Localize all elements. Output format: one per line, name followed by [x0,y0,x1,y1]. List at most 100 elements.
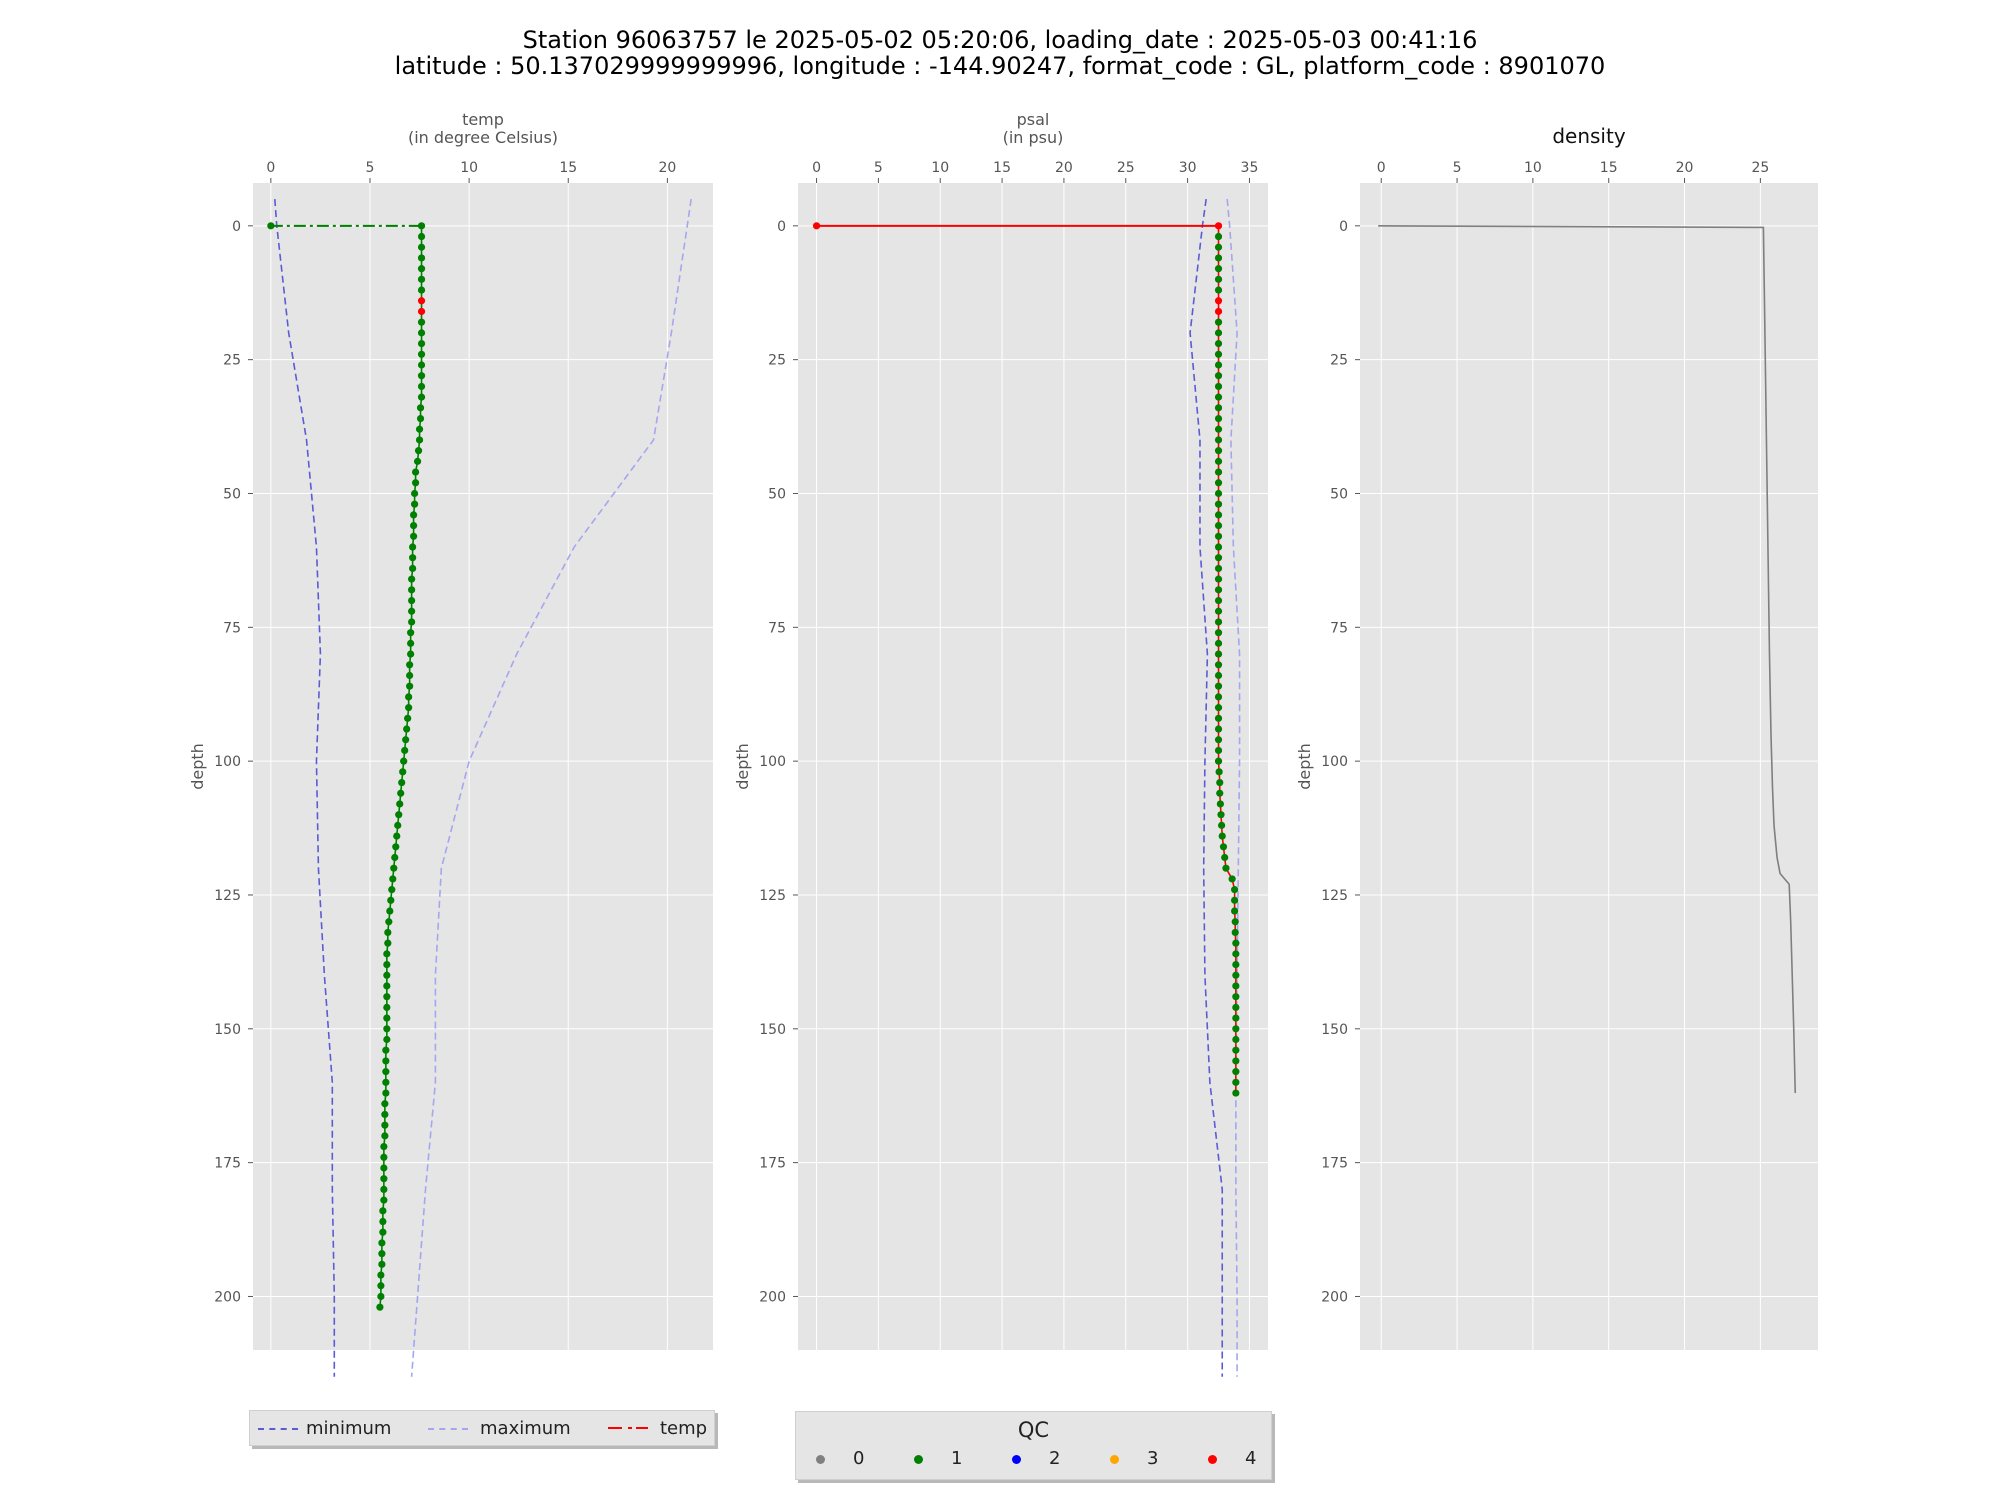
temp-point [384,928,392,937]
plot-area [1360,183,1818,1350]
temp-point [381,1110,389,1119]
panel-title-line: (in psu) [1003,128,1064,147]
x-tick-label: 5 [874,160,883,176]
temp-point [417,372,426,380]
x-tick-label: 30 [1179,160,1197,176]
temp-point [417,254,426,262]
legend-minimum-swatch [258,1428,298,1430]
temp-point [394,821,402,829]
temp-point [386,907,394,915]
psal-point [1214,393,1223,401]
psal-point [1232,1035,1240,1044]
psal-point [1221,853,1229,862]
psal-point [1232,950,1240,958]
psal-point [1214,554,1223,562]
legend-maximum-label: maximum [480,1418,571,1439]
x-tick-label: 10 [931,160,949,176]
x-tick-label: 15 [993,160,1011,176]
temp-point [392,843,400,851]
temp-point [406,682,414,690]
psal-point [1214,500,1223,508]
temp-point [383,993,391,1001]
psal-point [1214,382,1223,391]
temp-point [417,275,426,283]
x-tick-label: 15 [1600,160,1618,176]
psal-point [1214,265,1223,273]
temp-point [382,1068,390,1076]
temp-point [415,436,424,444]
psal-point [1214,671,1223,680]
temp-point [378,1250,386,1258]
x-tick-label: 0 [1377,160,1386,176]
temp-point [385,918,393,926]
temp-point [400,757,408,765]
y-tick-label: 175 [759,1156,786,1172]
temp-point [411,479,420,487]
panel-title-line: temp [462,110,504,129]
y-tick-label: 25 [223,353,241,369]
temp-point [417,339,426,348]
psal-point [1219,843,1228,851]
y-axis-label: depth [1295,743,1314,790]
temp-point [406,661,414,669]
qc-2-label: 2 [1049,1448,1061,1469]
psal-point [1214,425,1223,433]
psal-point [1231,896,1239,904]
temp-point [395,811,403,819]
y-tick-label: 125 [759,888,786,904]
temp-point [381,1100,389,1108]
x-tick-label: 10 [460,160,478,176]
temp-point [417,318,426,326]
qc-3-marker [1110,1455,1119,1464]
y-tick-label: 100 [214,754,241,770]
psal-point [1216,789,1224,797]
y-tick-label: 100 [759,754,786,770]
y-tick-label: 150 [214,1022,241,1038]
psal-point [1214,307,1223,316]
psal-point [1214,372,1223,380]
temp-point [417,382,426,391]
psal-point [1214,532,1223,540]
y-tick-label: 175 [214,1156,241,1172]
plot-area [798,183,1268,1350]
temp-point [403,725,411,733]
temp-point [408,586,416,594]
temp-point [414,447,423,455]
temp-point [413,457,422,465]
temp-point [377,1292,385,1301]
temp-point [388,886,396,894]
temp-point [380,1196,388,1204]
psal-point [1214,404,1223,412]
temp-point [402,736,410,744]
temp-point [383,1003,391,1011]
psal-point [1214,457,1223,465]
psal-point [1214,350,1223,358]
temp-point [391,853,399,862]
psal-point [1232,971,1240,979]
psal-point [1214,575,1223,583]
temp-point [397,789,405,797]
temp-point [382,1057,390,1065]
temp-point [409,554,417,562]
temp-point [411,468,420,476]
y-axis-label: depth [733,743,752,790]
temp-point [380,1164,388,1172]
temp-point [381,1121,389,1129]
psal-point [1214,468,1223,476]
psal-point [1232,982,1240,990]
psal-point [1232,1014,1240,1022]
temp-point [379,1228,387,1236]
temp-point [417,232,426,241]
temp-point [417,222,426,230]
maximum-line [410,198,692,1377]
plot-area [253,183,713,1350]
psal-point [1232,1003,1240,1011]
psal-point [1214,329,1223,337]
temp-point [380,1153,388,1161]
panel-title: density [1552,124,1625,148]
psal-point [1214,543,1223,551]
temp-point [415,425,424,433]
temp-point [410,522,418,530]
temp-point [401,746,409,755]
psal-point [1214,339,1223,348]
